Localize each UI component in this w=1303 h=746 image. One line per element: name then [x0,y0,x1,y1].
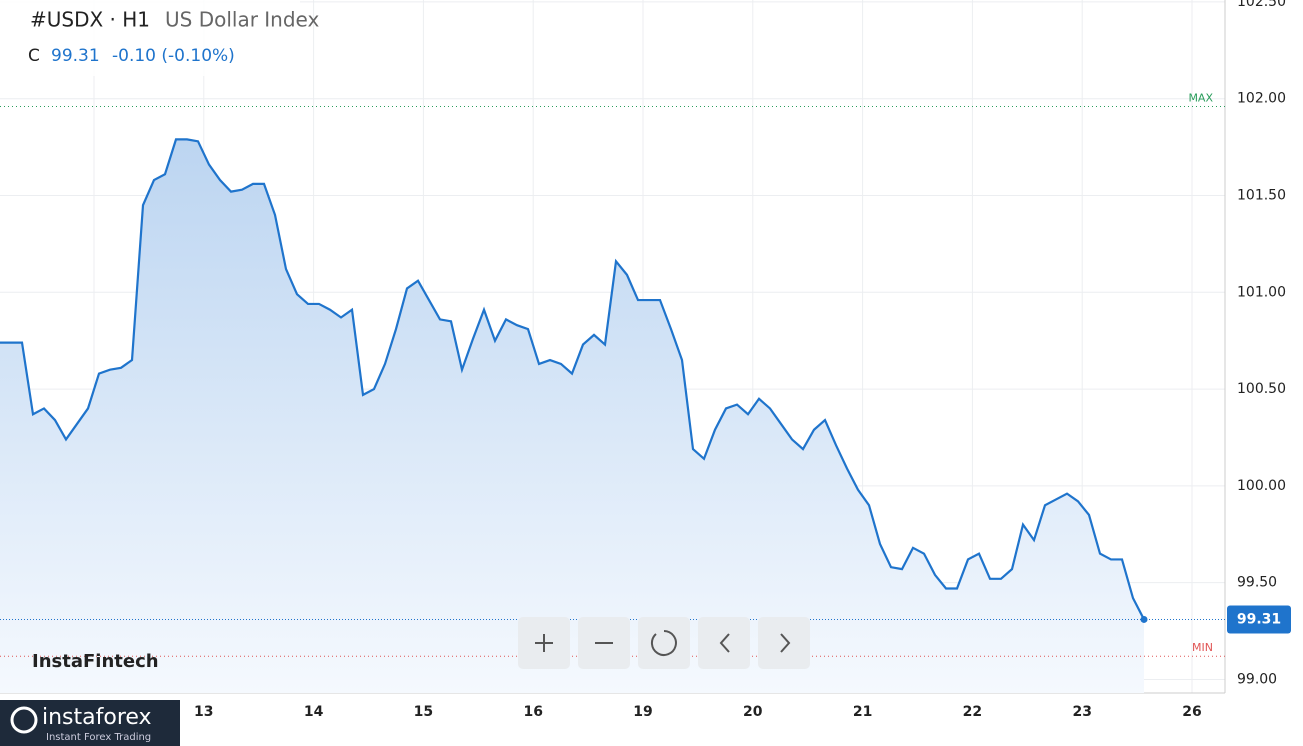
logo-icon [10,706,38,734]
y-tick-label: 100.50 [1237,381,1286,397]
price-line [0,138,1145,620]
chart-title: #USDX · H1 [30,8,150,32]
max-label: MAX [1188,91,1213,104]
x-tick-label: 20 [743,704,763,720]
x-tick-label: 23 [1072,704,1091,720]
chart-subtitle: US Dollar Index [165,8,320,32]
last-label: 99.31 [1237,611,1281,627]
scroll-left-icon [719,633,730,653]
x-tick-label: 16 [523,704,542,720]
y-tick-label: 102.50 [1237,0,1286,10]
y-tick-label: 101.50 [1237,188,1286,204]
close-prefix: C [28,46,40,66]
min-label: MIN [1192,641,1213,654]
close-change: -0.10 (-0.10%) [112,46,235,66]
y-tick-label: 100.00 [1237,478,1286,494]
x-tick-label: 19 [633,704,652,720]
close-value: 99.31 [51,46,100,66]
scroll-right-button[interactable] [758,617,810,669]
x-tick-label: 14 [304,704,324,720]
x-tick-label: 26 [1182,704,1201,720]
y-tick-label: 99.00 [1237,671,1277,687]
y-tick-label: 101.00 [1237,284,1286,300]
logo-box [0,700,180,746]
last-label-box [1227,605,1291,634]
reset-icon [650,630,677,656]
toolbar [518,617,810,669]
scroll-right-icon [780,633,791,653]
header-panel [0,0,300,76]
x-tick-label: 15 [414,704,433,720]
y-tick-label: 102.00 [1237,91,1286,107]
zoom-in-icon [535,634,553,652]
reset-button[interactable] [638,617,690,669]
scroll-left-button[interactable] [698,617,750,669]
logo-tagline: Instant Forex Trading [46,732,151,743]
x-tick-label: 13 [194,704,213,720]
logo-text: instaforex [42,705,152,730]
x-tick-label: 22 [963,704,982,720]
y-tick-label: 99.50 [1237,575,1277,591]
x-tick-label: 21 [853,704,872,720]
brand: InstaFintech [32,651,159,672]
area [0,139,1144,694]
